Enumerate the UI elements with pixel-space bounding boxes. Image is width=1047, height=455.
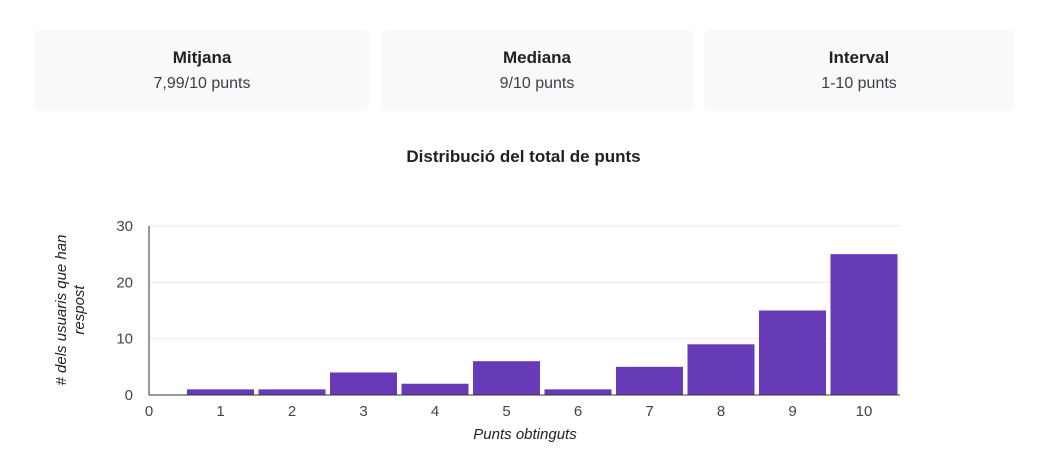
x-tick-label: 3 (359, 403, 367, 420)
x-tick-label: 8 (717, 403, 725, 420)
bar (616, 366, 683, 395)
median-label: Mediana (502, 48, 572, 67)
median-card: Mediana 9/10 punts (381, 30, 693, 111)
x-axis-title: Punts obtinguts (473, 426, 577, 443)
axes (148, 226, 900, 396)
bar (544, 389, 612, 395)
x-tick-label: 0 (145, 403, 153, 420)
x-tick-label: 7 (645, 403, 653, 420)
x-tick-label: 2 (288, 403, 296, 420)
bar (187, 389, 254, 395)
y-tick-label: 10 (116, 331, 133, 348)
range-value: 1-10 punts (821, 75, 897, 92)
bar (687, 344, 755, 395)
x-tick-label: 4 (431, 403, 439, 420)
mean-label: Mitjana (172, 48, 232, 67)
bar (759, 310, 826, 395)
mean-card: Mitjana 7,99/10 punts (35, 30, 369, 111)
y-tick-label: 30 (116, 218, 133, 235)
bars (187, 254, 898, 395)
y-tick-label: 20 (116, 274, 133, 291)
y-axis-title: # dels usuaris que hanrespost (53, 235, 88, 386)
median-value: 9/10 punts (499, 75, 575, 92)
mean-value: 7,99/10 punts (153, 75, 251, 92)
bar (401, 383, 469, 395)
bar (330, 372, 397, 395)
range-label: Interval (828, 48, 890, 67)
x-tick-label: 5 (502, 403, 510, 420)
x-tick-label: 6 (574, 403, 582, 420)
bar (258, 389, 326, 395)
bar (830, 254, 898, 395)
range-card: Interval 1-10 punts (704, 30, 1014, 111)
bar (473, 361, 540, 395)
chart-title: Distribució del total de punts (406, 147, 641, 166)
tick-labels: 0 10 20 30 0 1 2 3 4 5 6 7 8 9 10 (116, 218, 872, 420)
y-tick-label: 0 (125, 387, 133, 404)
x-tick-label: 9 (788, 403, 796, 420)
x-tick-label: 1 (216, 403, 224, 420)
x-tick-label: 10 (856, 403, 873, 420)
summary-cards: Mitjana 7,99/10 punts Mediana 9/10 punts… (35, 30, 1014, 111)
